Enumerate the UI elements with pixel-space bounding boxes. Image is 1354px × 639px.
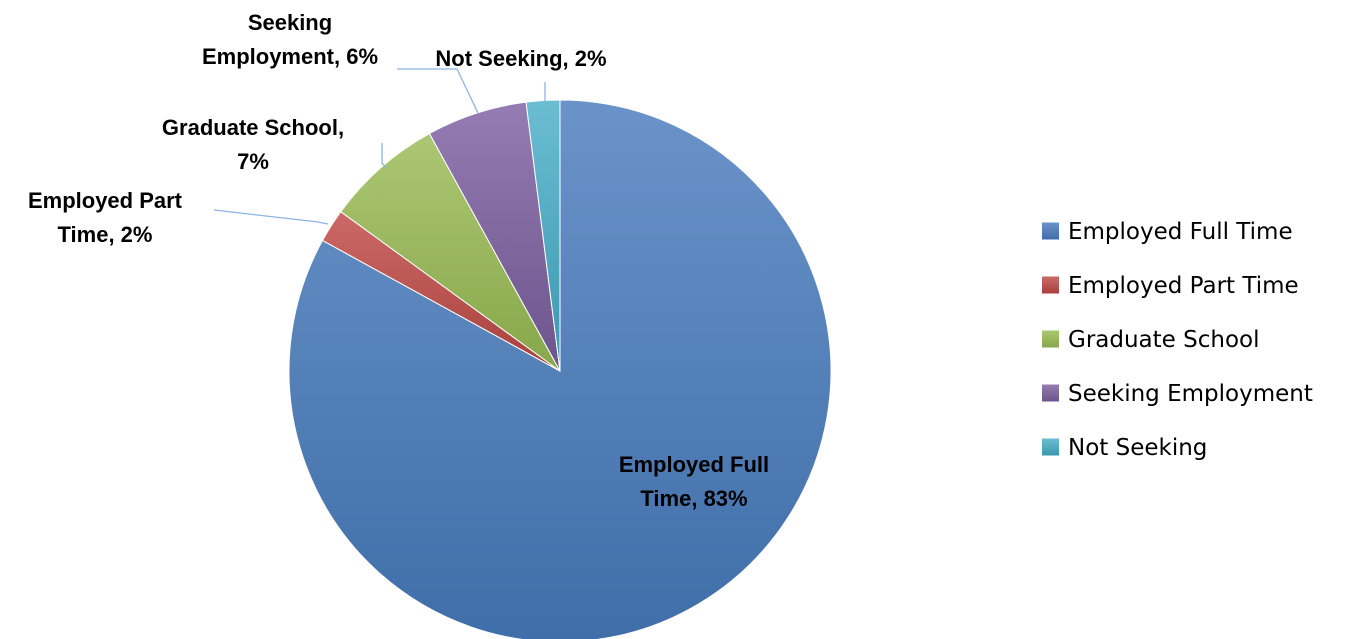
pie-slice-employed-full-time xyxy=(288,99,832,639)
pie-slice-graduate-school xyxy=(340,132,561,372)
legend-item-graduate-school: Graduate School xyxy=(1042,327,1259,353)
legend-swatch-employed-full-time xyxy=(1042,222,1059,240)
data-label-not-seeking: Not Seeking, 2% xyxy=(435,46,606,71)
legend-swatch-employed-part-time xyxy=(1042,276,1059,294)
data-label-employed-full-time: Employed Full Time, 83% xyxy=(619,452,769,511)
legend-swatch-seeking-employment xyxy=(1042,384,1059,402)
data-label-seeking-employment: Seeking Employment, 6% xyxy=(202,10,378,69)
leader-line-seeking-employment xyxy=(397,68,479,114)
data-labels: Employed Full Time, 83% Employed Part Time,… xyxy=(28,10,769,511)
legend-label-graduate-school: Graduate School xyxy=(1068,327,1259,353)
data-label-line: Employed Full xyxy=(619,452,769,477)
data-label-line: Time, 2% xyxy=(58,222,153,247)
legend-item-employed-full-time: Employed Full Time xyxy=(1042,219,1293,245)
leader-lines xyxy=(213,68,546,225)
data-label-line: Not Seeking, 2% xyxy=(435,46,606,71)
pie-slices xyxy=(288,99,832,639)
legend-item-not-seeking: Not Seeking xyxy=(1042,435,1207,461)
data-label-graduate-school: Graduate School, 7% xyxy=(162,115,344,174)
legend-label-employed-part-time: Employed Part Time xyxy=(1068,273,1299,299)
data-label-line: Employment, 6% xyxy=(202,44,378,69)
legend-label-not-seeking: Not Seeking xyxy=(1068,435,1207,461)
legend-label-seeking-employment: Seeking Employment xyxy=(1068,381,1313,407)
data-label-employed-part-time: Employed Part Time, 2% xyxy=(28,188,183,247)
leader-line-graduate-school xyxy=(381,143,387,169)
data-label-line: Graduate School, xyxy=(162,115,344,140)
legend-item-employed-part-time: Employed Part Time xyxy=(1042,273,1299,299)
data-label-line: Seeking xyxy=(248,10,332,35)
legend: Employed Full Time Employed Part Time Grad… xyxy=(1042,219,1313,461)
pie-slice-not-seeking xyxy=(525,99,561,372)
legend-label-employed-full-time: Employed Full Time xyxy=(1068,219,1293,245)
data-label-line: 7% xyxy=(237,149,269,174)
data-label-line: Employed Part xyxy=(28,188,183,213)
leader-line-employed-part-time xyxy=(213,209,329,225)
legend-item-seeking-employment: Seeking Employment xyxy=(1042,381,1313,407)
data-label-line: Time, 83% xyxy=(640,486,747,511)
legend-swatch-graduate-school xyxy=(1042,330,1059,348)
legend-swatch-not-seeking xyxy=(1042,438,1059,456)
